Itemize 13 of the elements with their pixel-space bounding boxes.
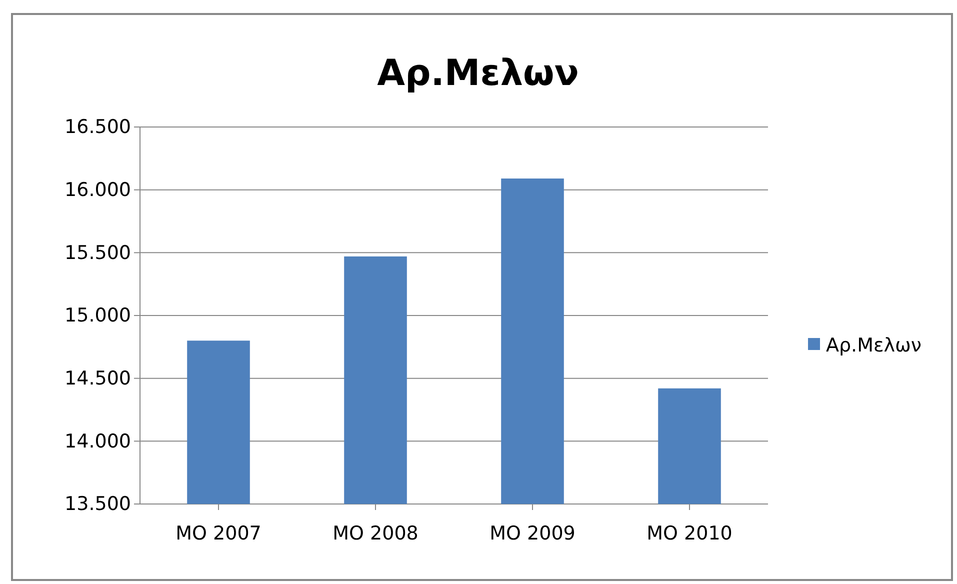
x-tick-label: ΜΟ 2009: [490, 522, 576, 545]
chart-title: Αρ.Μελων: [377, 53, 579, 94]
x-tick-label: ΜΟ 2008: [332, 522, 418, 545]
y-tick-label: 14.500: [64, 367, 131, 390]
y-tick-label: 15.500: [64, 242, 131, 264]
y-tick-label: 14.000: [64, 430, 131, 452]
legend-label: Αρ.Μελων: [826, 334, 922, 357]
x-tick-label: ΜΟ 2010: [646, 522, 732, 545]
y-tick-label: 16.500: [64, 116, 131, 138]
x-tick-label: ΜΟ 2007: [176, 522, 262, 545]
y-tick-label: 13.500: [64, 493, 131, 516]
y-tick-label: 15.000: [64, 304, 131, 327]
y-tick-label: 16.000: [64, 178, 131, 201]
